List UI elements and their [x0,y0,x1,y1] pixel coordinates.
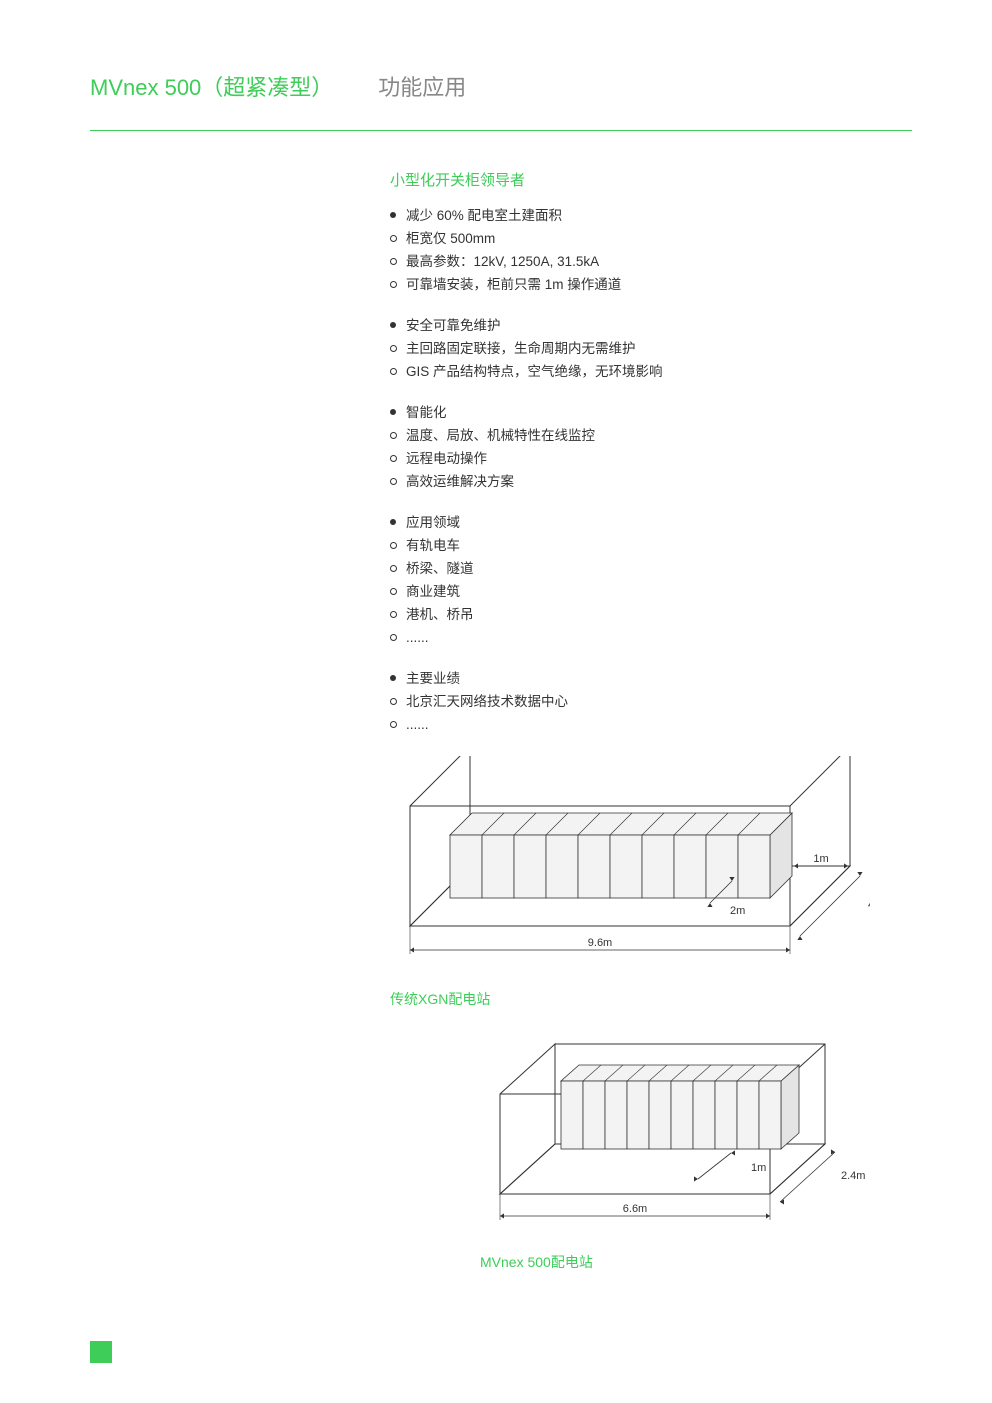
feature-group: 智能化温度、局放、机械特性在线监控远程电动操作高效运维解决方案 [390,401,912,493]
footer-brand-square [90,1341,112,1363]
feature-item: 智能化 [390,401,912,424]
diagram-traditional: 9.6m 4.5m 2m 1m 传统XGN配电站 [390,756,912,1009]
feature-item: 桥梁、隧道 [390,557,912,580]
svg-text:9.6m: 9.6m [588,937,612,949]
feature-group: 主要业绩北京汇天网络技术数据中心...... [390,667,912,736]
feature-item: 温度、局放、机械特性在线监控 [390,424,912,447]
feature-group: 减少 60% 配电室土建面积柜宽仅 500mm最高参数：12kV, 1250A,… [390,204,912,296]
feature-item: 主回路固定联接，生命周期内无需维护 [390,337,912,360]
svg-text:1m: 1m [813,853,828,865]
feature-item: 主要业绩 [390,667,912,690]
feature-item: 高效运维解决方案 [390,470,912,493]
feature-item: ...... [390,626,912,649]
title-section: 功能应用 [378,70,466,102]
divider [90,130,912,131]
feature-item: 北京汇天网络技术数据中心 [390,690,912,713]
svg-text:4.5m: 4.5m [868,899,870,911]
svg-text:1m: 1m [751,1162,766,1174]
feature-item: 远程电动操作 [390,447,912,470]
feature-item: 最高参数：12kV, 1250A, 31.5kA [390,250,912,273]
feature-item: 可靠墙安装，柜前只需 1m 操作通道 [390,273,912,296]
feature-item: ...... [390,713,912,736]
feature-item: 减少 60% 配电室土建面积 [390,204,912,227]
feature-item: 商业建筑 [390,580,912,603]
feature-item: GIS 产品结构特点，空气绝缘，无环境影响 [390,360,912,383]
svg-text:2m: 2m [730,905,745,917]
feature-group: 应用领域有轨电车桥梁、隧道商业建筑港机、桥吊...... [390,511,912,649]
feature-item: 安全可靠免维护 [390,314,912,337]
feature-item: 柜宽仅 500mm [390,227,912,250]
feature-group: 安全可靠免维护主回路固定联接，生命周期内无需维护GIS 产品结构特点，空气绝缘，… [390,314,912,383]
title-product: MVnex 500（超紧凑型） [90,70,333,102]
diagram-mvnex: 6.6m 2.4m 1m MVnex 500配电站 [480,1039,912,1272]
feature-item: 港机、桥吊 [390,603,912,626]
svg-text:2.4m: 2.4m [841,1170,865,1182]
diagram1-caption: 传统XGN配电站 [390,989,912,1009]
feature-item: 应用领域 [390,511,912,534]
section-title: 小型化开关柜领导者 [390,169,912,190]
svg-text:6.6m: 6.6m [623,1203,647,1215]
page-header: MVnex 500（超紧凑型） 功能应用 [90,70,912,102]
feature-item: 有轨电车 [390,534,912,557]
diagram2-caption: MVnex 500配电站 [480,1252,912,1272]
